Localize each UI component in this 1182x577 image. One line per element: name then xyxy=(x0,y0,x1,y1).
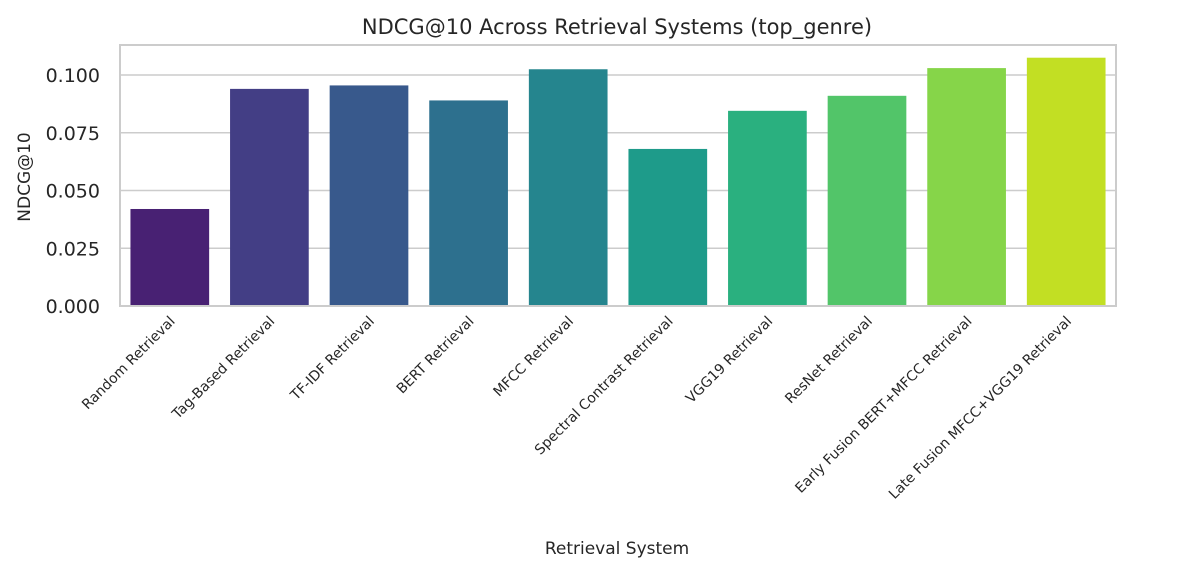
y-tick-label: 0.050 xyxy=(46,181,100,203)
bar xyxy=(528,69,608,306)
x-tick-label: MFCC Retrieval xyxy=(491,314,578,401)
x-tick-label: ResNet Retrieval xyxy=(782,314,876,408)
y-tick-label: 0.025 xyxy=(46,238,100,260)
bar xyxy=(1026,57,1106,307)
bar xyxy=(728,110,807,307)
bar xyxy=(628,148,708,306)
y-tick-labels: 0.000 0.025 0.050 0.075 0.100 xyxy=(46,65,100,318)
x-tick-label: Random Retrieval xyxy=(79,314,178,413)
bar xyxy=(230,88,309,307)
plot-frame xyxy=(119,44,1117,307)
chart-title: NDCG@10 Across Retrieval Systems (top_ge… xyxy=(362,15,872,40)
x-tick-label: Late Fusion MFCC+VGG19 Retrieval xyxy=(886,314,1075,503)
y-tick-label: 0.000 xyxy=(46,296,100,318)
bar xyxy=(130,208,210,306)
x-tick-label: Early Fusion BERT+MFCC Retrieval xyxy=(792,314,975,497)
bar xyxy=(329,85,409,307)
bar xyxy=(927,68,1006,306)
x-tick-label: BERT Retrieval xyxy=(394,314,478,398)
x-axis-label: Retrieval System xyxy=(545,539,689,559)
y-tick-label: 0.100 xyxy=(46,65,100,87)
x-tick-label: Tag-Based Retrieval xyxy=(169,314,279,424)
bar xyxy=(827,95,907,307)
bars xyxy=(130,57,1106,307)
x-tick-label: TF-IDF Retrieval xyxy=(287,314,378,405)
bar xyxy=(429,100,508,307)
y-tick-label: 0.075 xyxy=(46,123,100,145)
y-axis-label: NDCG@10 xyxy=(15,132,35,221)
x-tick-label: VGG19 Retrieval xyxy=(683,314,776,407)
